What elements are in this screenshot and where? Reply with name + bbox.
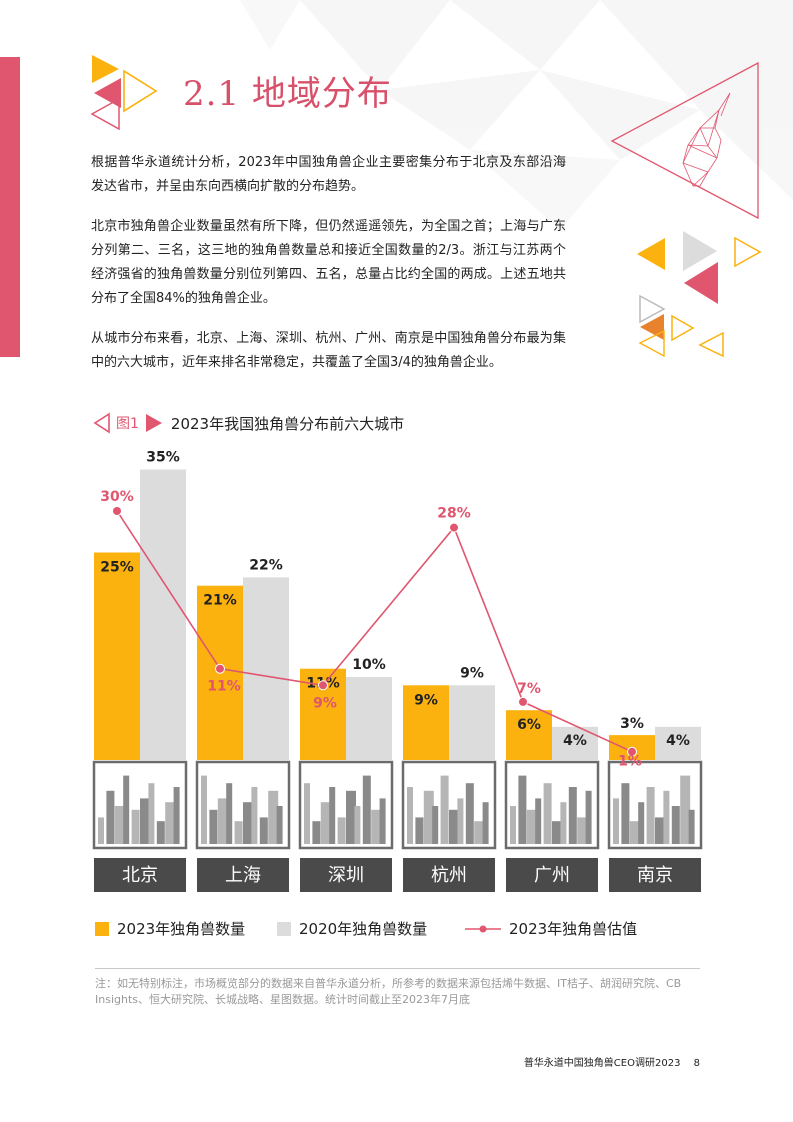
city-distribution-chart: 25% 35% 北京 21% 22% 上海 11% 10% 深圳 9% 9% 杭州 6% 4% 广州 3% 4%… (92, 450, 703, 892)
figure-number: 图1 (116, 416, 139, 432)
city-label-box (506, 858, 598, 892)
valuation-point (318, 680, 328, 691)
city-skyline-block (298, 760, 394, 850)
legend-line-marker (465, 925, 501, 932)
section-heading: 2.1 地域分布 (183, 66, 392, 115)
bar-2023-label: 21% (203, 593, 237, 609)
city-label-box (403, 858, 495, 892)
paragraph: 从城市分布来看，北京、上海、深圳、杭州、广州、南京是中国独角兽分布最为集中的六大… (91, 331, 566, 370)
city-skyline-block (195, 760, 291, 850)
city-label-box (300, 858, 392, 892)
city-label: 北京 (122, 865, 158, 886)
bar-2020 (243, 577, 289, 760)
figure-caption: 图1 2023年我国独角兽分布前六大城市 (92, 411, 404, 435)
valuation-point (449, 522, 459, 533)
city-label: 上海 (225, 865, 261, 886)
left-accent-bar (0, 57, 20, 357)
legend-swatch (95, 921, 109, 936)
triangle-cluster-right (637, 231, 762, 358)
valuation-point (518, 696, 528, 707)
legend-label: 2020年独角兽数量 (299, 920, 428, 938)
legend-label: 2023年独角兽数量 (117, 920, 246, 938)
section-number: 2.1 (183, 74, 241, 114)
bar-2020-label: 22% (249, 557, 283, 573)
bar-2020-label: 35% (146, 450, 180, 466)
valuation-point (112, 506, 122, 516)
page-number: 8 (693, 1058, 700, 1069)
city-label: 广州 (534, 865, 570, 886)
city-skyline-block (504, 760, 600, 850)
footnote: 注：如无特别标注，市场概览部分的数据来自普华永道分析，所参考的数据来源包括烯牛数… (95, 977, 682, 1006)
legend-swatch (277, 921, 291, 936)
bar-2020-label: 10% (352, 657, 386, 673)
bar-2020 (140, 469, 186, 760)
city-label: 南京 (637, 865, 673, 886)
caret-left-icon (93, 412, 110, 434)
bar-2023 (403, 685, 449, 760)
valuation-label: 11% (207, 679, 241, 695)
paragraph: 北京市独角兽企业数量虽然有所下降，但仍然遥遥领先，为全国之首；上海与广东分列第二… (91, 219, 566, 306)
caret-right-icon (145, 414, 162, 432)
bar-2020 (655, 726, 701, 760)
bar-2023-label: 25% (100, 560, 134, 576)
city-skyline-block (607, 760, 703, 850)
city-label-box (197, 858, 289, 892)
valuation-label: 9% (313, 695, 337, 711)
valuation-point (627, 746, 637, 757)
city-label-box (94, 858, 186, 892)
city-label: 杭州 (431, 865, 467, 886)
valuation-label: 30% (100, 489, 134, 505)
footer-title: 普华永道中国独角兽CEO调研2023 (523, 1058, 681, 1069)
valuation-label: 1% (618, 754, 642, 770)
bar-2020-label: 4% (563, 733, 587, 749)
section-title: 地域分布 (251, 74, 392, 114)
city-label-box (609, 858, 701, 892)
valuation-line (116, 510, 633, 753)
legend-item-2023-valuation: 2023年独角兽估值 (465, 918, 637, 939)
city-label: 深圳 (328, 865, 364, 886)
bar-2020 (449, 685, 495, 760)
page-footer: 普华永道中国独角兽CEO调研2023 8 (524, 1054, 700, 1069)
legend-item-2020-count: 2020年独角兽数量 (277, 918, 427, 939)
note-divider (95, 968, 700, 969)
valuation-label: 7% (517, 681, 541, 697)
valuation-label: 28% (437, 506, 471, 522)
triangle-cluster-left (90, 55, 158, 131)
decorative-background-polygons (90, 0, 793, 358)
figure-title: 2023年我国独角兽分布前六大城市 (170, 414, 405, 433)
legend-item-2023-count: 2023年独角兽数量 (95, 918, 245, 939)
unicorn-emblem (610, 61, 759, 220)
bar-2023-label: 3% (620, 716, 644, 732)
bar-2023 (94, 552, 140, 760)
paragraph: 根据普华永道统计分析，2023年中国独角兽企业主要密集分布于北京及东部沿海发达省… (91, 155, 566, 194)
valuation-point (215, 663, 225, 674)
bar-2020-label: 9% (460, 665, 484, 681)
bar-2023-label: 9% (414, 692, 438, 708)
legend-label: 2023年独角兽估值 (509, 920, 638, 938)
bar-2023 (506, 710, 552, 760)
bar-2020 (346, 677, 392, 760)
bar-2023-label: 6% (517, 717, 541, 733)
bar-2020-label: 4% (666, 733, 690, 749)
city-skyline-block (401, 760, 497, 850)
city-skyline-block (92, 760, 188, 850)
